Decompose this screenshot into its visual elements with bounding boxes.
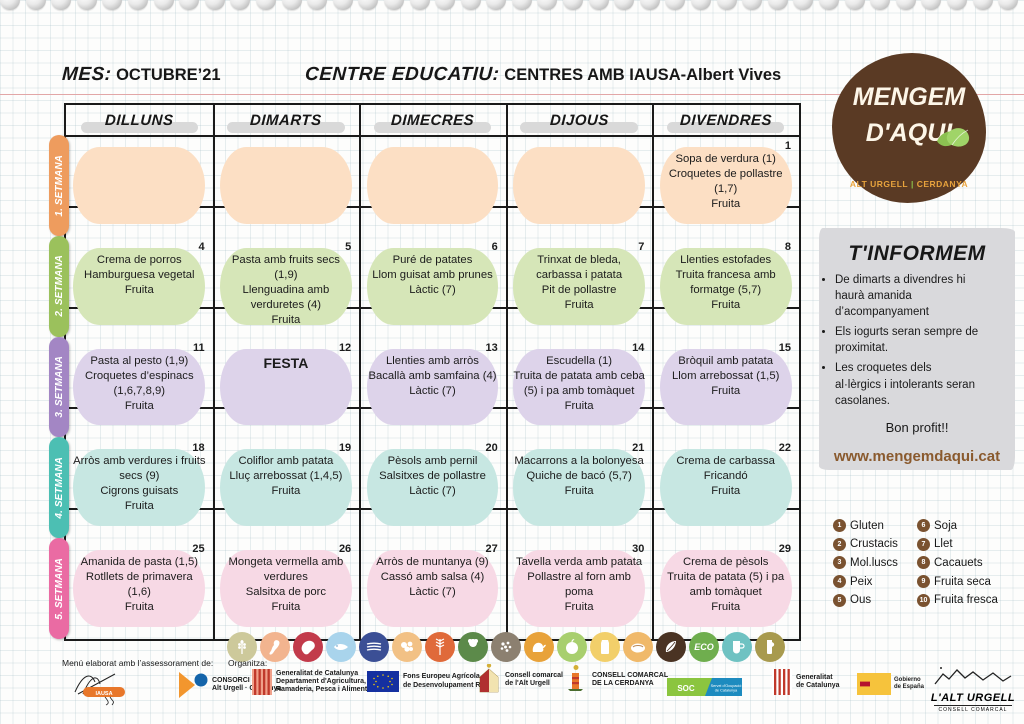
svg-text:IAUSA: IAUSA — [95, 691, 112, 697]
svg-text:SOC: SOC — [677, 684, 695, 693]
svg-text:de Catalunya: de Catalunya — [715, 689, 738, 693]
svg-text:Servei d'Ocupació: Servei d'Ocupació — [711, 684, 742, 688]
